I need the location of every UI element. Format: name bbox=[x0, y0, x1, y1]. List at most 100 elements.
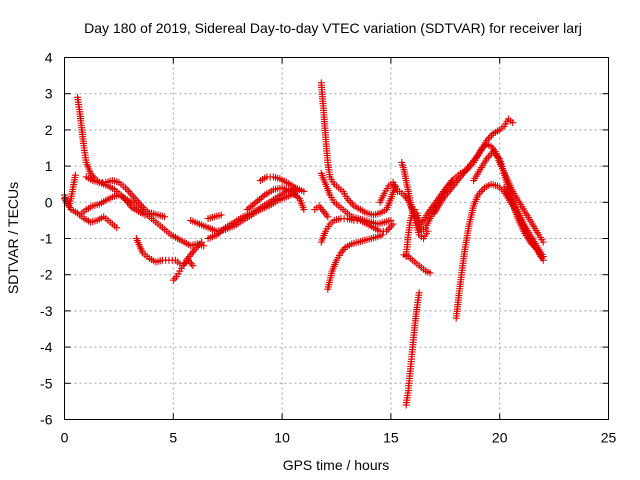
data-point bbox=[113, 224, 121, 232]
data-point-interp bbox=[488, 131, 496, 139]
x-tick-label: 0 bbox=[61, 430, 69, 446]
x-tick-labels: 0 5 10 15 20 25 bbox=[61, 430, 617, 446]
data-point bbox=[539, 256, 547, 264]
data-point-interp bbox=[348, 200, 356, 208]
data-point bbox=[243, 206, 251, 214]
data-point bbox=[415, 216, 423, 224]
series-arc-01 bbox=[61, 171, 79, 210]
data-point bbox=[426, 269, 434, 277]
y-tick-label: 1 bbox=[45, 158, 53, 174]
data-point-interp bbox=[125, 187, 133, 195]
data-point-interp bbox=[290, 190, 298, 198]
data-point-interp bbox=[386, 224, 394, 232]
data-point bbox=[71, 171, 79, 179]
x-tick-label: 25 bbox=[601, 430, 617, 446]
data-point bbox=[539, 238, 547, 246]
data-point-interp bbox=[292, 192, 300, 200]
x-tick-label: 5 bbox=[169, 430, 177, 446]
data-point-interp bbox=[347, 198, 355, 206]
data-point bbox=[324, 213, 332, 221]
data-point bbox=[424, 227, 432, 235]
data-point bbox=[161, 213, 169, 221]
data-point bbox=[378, 231, 386, 239]
plot-frame bbox=[64, 57, 609, 420]
y-tick-label: 4 bbox=[45, 50, 53, 66]
series-arc-06 bbox=[132, 235, 197, 270]
data-point-interp bbox=[477, 187, 485, 195]
series-arc-07 bbox=[169, 238, 206, 284]
series-arc-23 bbox=[402, 289, 423, 409]
data-point-interp bbox=[486, 133, 494, 141]
data-point-interp bbox=[254, 197, 262, 205]
x-axis-label: GPS time / hours bbox=[283, 457, 390, 473]
data-point bbox=[411, 206, 419, 214]
y-tick-label: -5 bbox=[40, 375, 53, 391]
y-tick-labels: -6 -5 -4 -3 -2 -1 0 1 2 3 4 bbox=[40, 50, 53, 428]
series-arc-10 bbox=[243, 184, 308, 214]
data-point bbox=[213, 231, 221, 239]
data-point-interp bbox=[220, 225, 228, 233]
data-point bbox=[198, 238, 206, 246]
data-point-interp bbox=[194, 242, 202, 250]
data-point-interp bbox=[215, 229, 223, 237]
data-point-interp bbox=[486, 151, 494, 159]
data-point bbox=[217, 211, 225, 219]
series-arc-02 bbox=[74, 93, 169, 221]
series-arc-16 bbox=[324, 231, 386, 293]
data-point bbox=[169, 276, 177, 284]
y-tick-label: -6 bbox=[40, 412, 53, 428]
data-point bbox=[300, 187, 308, 195]
series-arc-15 bbox=[317, 215, 397, 246]
data-point-interp bbox=[216, 228, 224, 236]
x-tick-label: 15 bbox=[383, 430, 399, 446]
series-arc-12 bbox=[204, 211, 225, 223]
data-point bbox=[252, 198, 260, 206]
data-point bbox=[389, 220, 397, 228]
series-arc-18 bbox=[376, 178, 401, 206]
data-point-interp bbox=[245, 204, 253, 212]
series-arc-17 bbox=[311, 202, 332, 221]
data-point bbox=[189, 262, 197, 270]
data-point-interp bbox=[257, 194, 265, 202]
y-tick-label: -1 bbox=[40, 231, 53, 247]
data-points bbox=[61, 79, 547, 409]
data-point-interp bbox=[218, 227, 226, 235]
data-point-interp bbox=[289, 189, 297, 197]
data-point bbox=[300, 206, 308, 214]
series-arc-13 bbox=[317, 79, 399, 219]
series-arc-21 bbox=[402, 206, 423, 261]
x-tick-label: 10 bbox=[274, 430, 290, 446]
series-arc-11 bbox=[256, 173, 301, 195]
y-tick-label: -3 bbox=[40, 303, 53, 319]
data-point-interp bbox=[384, 225, 392, 233]
data-point bbox=[293, 187, 301, 195]
y-tick-label: 0 bbox=[45, 194, 53, 210]
y-tick-label: -4 bbox=[40, 339, 53, 355]
series-arc-22 bbox=[400, 251, 434, 277]
y-tick-label: 3 bbox=[45, 86, 53, 102]
data-point bbox=[415, 289, 423, 297]
data-point-interp bbox=[345, 196, 353, 204]
data-point-interp bbox=[130, 193, 138, 201]
data-point-interp bbox=[247, 203, 255, 211]
data-point-interp bbox=[126, 189, 134, 197]
data-point bbox=[509, 119, 517, 127]
data-point bbox=[128, 191, 136, 199]
y-tick-label: 2 bbox=[45, 122, 53, 138]
data-point-interp bbox=[249, 201, 257, 209]
data-point bbox=[383, 227, 391, 235]
data-point-interp bbox=[255, 195, 263, 203]
series-arc-28 bbox=[500, 184, 547, 264]
data-point-interp bbox=[479, 186, 487, 194]
y-axis-label: SDTVAR / TECUs bbox=[5, 182, 21, 294]
y-tick-label: -2 bbox=[40, 267, 53, 283]
chart-title: Day 180 of 2019, Sidereal Day-to-day VTE… bbox=[84, 20, 582, 36]
x-tick-label: 20 bbox=[492, 430, 508, 446]
data-point bbox=[287, 187, 295, 195]
data-point-interp bbox=[250, 200, 258, 208]
data-point-interp bbox=[259, 193, 267, 201]
data-point-interp bbox=[123, 186, 131, 194]
grid-lines bbox=[64, 57, 609, 420]
data-point-interp bbox=[171, 274, 179, 282]
